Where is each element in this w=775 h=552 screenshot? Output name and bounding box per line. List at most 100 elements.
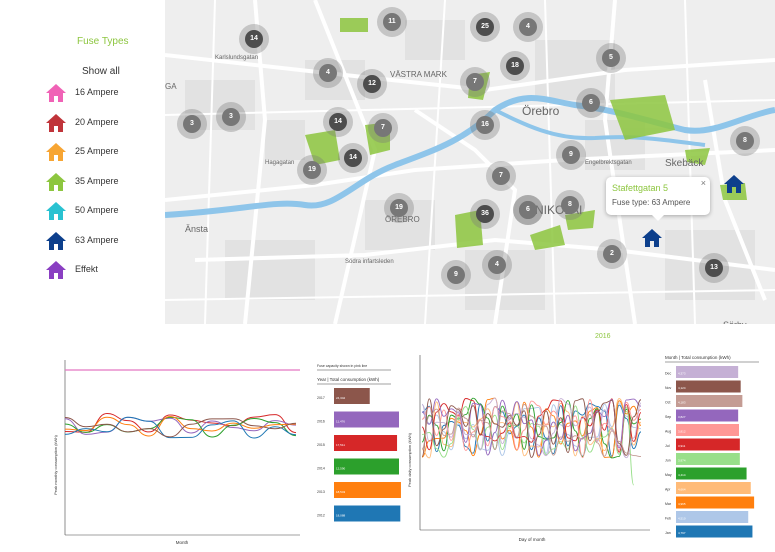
map-place-label: VÄSTRA MARK [390,70,447,79]
cluster-marker[interactable]: 16 [470,110,500,140]
cluster-marker[interactable]: 19 [297,155,327,185]
cluster-marker[interactable]: 19 [384,193,414,223]
cluster-marker[interactable]: 5 [596,43,626,73]
consumption-bar [676,453,740,465]
popup-title: Stafettgatan 5 [612,183,669,193]
cluster-marker[interactable]: 4 [313,58,343,88]
bar-value-label: 18,543 [336,490,346,494]
cluster-marker[interactable]: 3 [177,109,207,139]
house-icon [46,172,66,191]
close-icon[interactable]: × [700,178,706,188]
month-series-line [421,398,642,458]
cluster-marker[interactable]: 36 [470,199,500,229]
legend-label: 20 Ampere [75,116,119,127]
consumption-bar [676,496,755,509]
legend-label: 50 Ampere [75,205,119,215]
bar-value-label: 3,827 [678,415,686,419]
legend-item[interactable]: 25 Ampere [45,142,165,164]
bar-category-label: Aug [665,429,671,433]
legend-item[interactable]: 50 Ampere [45,201,165,223]
cluster-count: 4 [488,256,506,274]
cluster-marker[interactable]: 11 [377,7,407,37]
bar-value-label: 4,510 [678,516,686,520]
map-view[interactable]: GA Karlslundsgatan VÄSTRA MARK Örebro Skebäc… [165,0,775,324]
year-series-line [64,416,297,439]
bar-category-label: Feb [665,516,671,520]
cluster-count: 3 [222,108,240,126]
map-place-label: Skebäck [665,158,704,169]
monthly-peak-chart: Peak monthly consumption (kWh) Month [53,360,300,545]
bar-category-label: 2014 [317,467,325,471]
bar-category-label: 2017 [317,396,325,400]
cluster-marker[interactable]: 8 [555,190,585,220]
legend-item[interactable]: Effekt [45,260,165,282]
year-series-line [64,416,297,438]
legend-item[interactable]: 35 Ampere [45,172,165,194]
legend-label: Effekt [75,264,98,274]
month-series-line [421,398,642,459]
map-place-label: Hagagatan [265,160,295,166]
bar-value-label: 17,511 [336,443,345,447]
consumption-bar [334,458,399,475]
cluster-count: 25 [476,18,494,36]
cluster-count: 16 [476,116,494,134]
map-place-label: Sörby [723,320,747,324]
popup-tip [652,215,664,221]
cluster-count: 14 [245,30,263,48]
cluster-marker[interactable]: 9 [441,260,471,290]
cluster-marker[interactable]: 4 [482,250,512,280]
cluster-count: 18 [506,57,524,75]
cluster-marker[interactable]: 4 [513,12,543,42]
consumption-bar [676,380,741,393]
month-series-line [421,403,642,457]
legend-item[interactable]: 63 Ampere [45,231,165,253]
map-place-label: Örebro [522,104,560,118]
bar-category-label: Mar [665,502,672,506]
cluster-marker[interactable]: 25 [470,12,500,42]
cluster-marker[interactable]: 3 [216,102,246,132]
legend-label: 16 Ampere [75,87,119,97]
consumption-bar [676,438,740,451]
cluster-marker[interactable]: 18 [500,51,530,81]
cluster-count: 36 [476,205,494,223]
cluster-marker[interactable]: 13 [699,253,729,283]
cluster-marker[interactable]: 7 [486,161,516,191]
month-series-line [421,403,642,457]
cluster-marker[interactable]: 12 [357,69,387,99]
cluster-count: 3 [183,115,201,133]
right-ylabel: Peak daily consumption (kWh) [407,432,412,487]
monthly-consumption-table: Month | Total consumption (kWh) Dec 4,373… [665,355,759,538]
cluster-marker[interactable]: 6 [576,88,606,118]
table-note: Fuse capacity shown in pink line [317,364,367,368]
left-xlabel: Month [176,540,189,545]
show-all-button[interactable]: Show all [82,66,120,77]
cluster-count: 4 [319,64,337,82]
cluster-marker[interactable]: 8 [730,126,760,156]
legend-label: 63 Ampere [75,234,119,245]
cluster-marker[interactable]: 7 [368,113,398,143]
house-icon [46,143,66,161]
cluster-marker[interactable]: 6 [513,195,543,225]
house-icon [46,261,66,279]
bar-value-label: 4,414 [678,473,686,477]
cluster-count: 7 [374,119,392,137]
cluster-marker[interactable]: 9 [556,140,586,170]
house-marker-icon[interactable] [641,228,663,248]
bar-value-label: 3,974 [678,458,686,462]
cluster-marker[interactable]: 14 [239,24,269,54]
cluster-marker[interactable]: 2 [597,239,627,269]
right-xlabel: Day of month [519,537,546,542]
house-icon [46,113,66,132]
cluster-marker[interactable]: 7 [460,67,490,97]
consumption-bar [334,435,398,451]
house-marker-icon[interactable] [723,174,745,194]
bar-category-label: 2016 [317,420,325,424]
consumption-bar [334,388,370,404]
bar-value-label: 12,590 [336,467,346,471]
consumption-bar [676,525,753,538]
cluster-marker[interactable]: 14 [338,143,368,173]
cluster-marker[interactable]: 14 [323,107,353,137]
legend-item[interactable]: 20 Ampere [45,113,165,135]
legend-item[interactable]: 16 Ampere [45,83,165,105]
month-series-line [421,398,642,453]
